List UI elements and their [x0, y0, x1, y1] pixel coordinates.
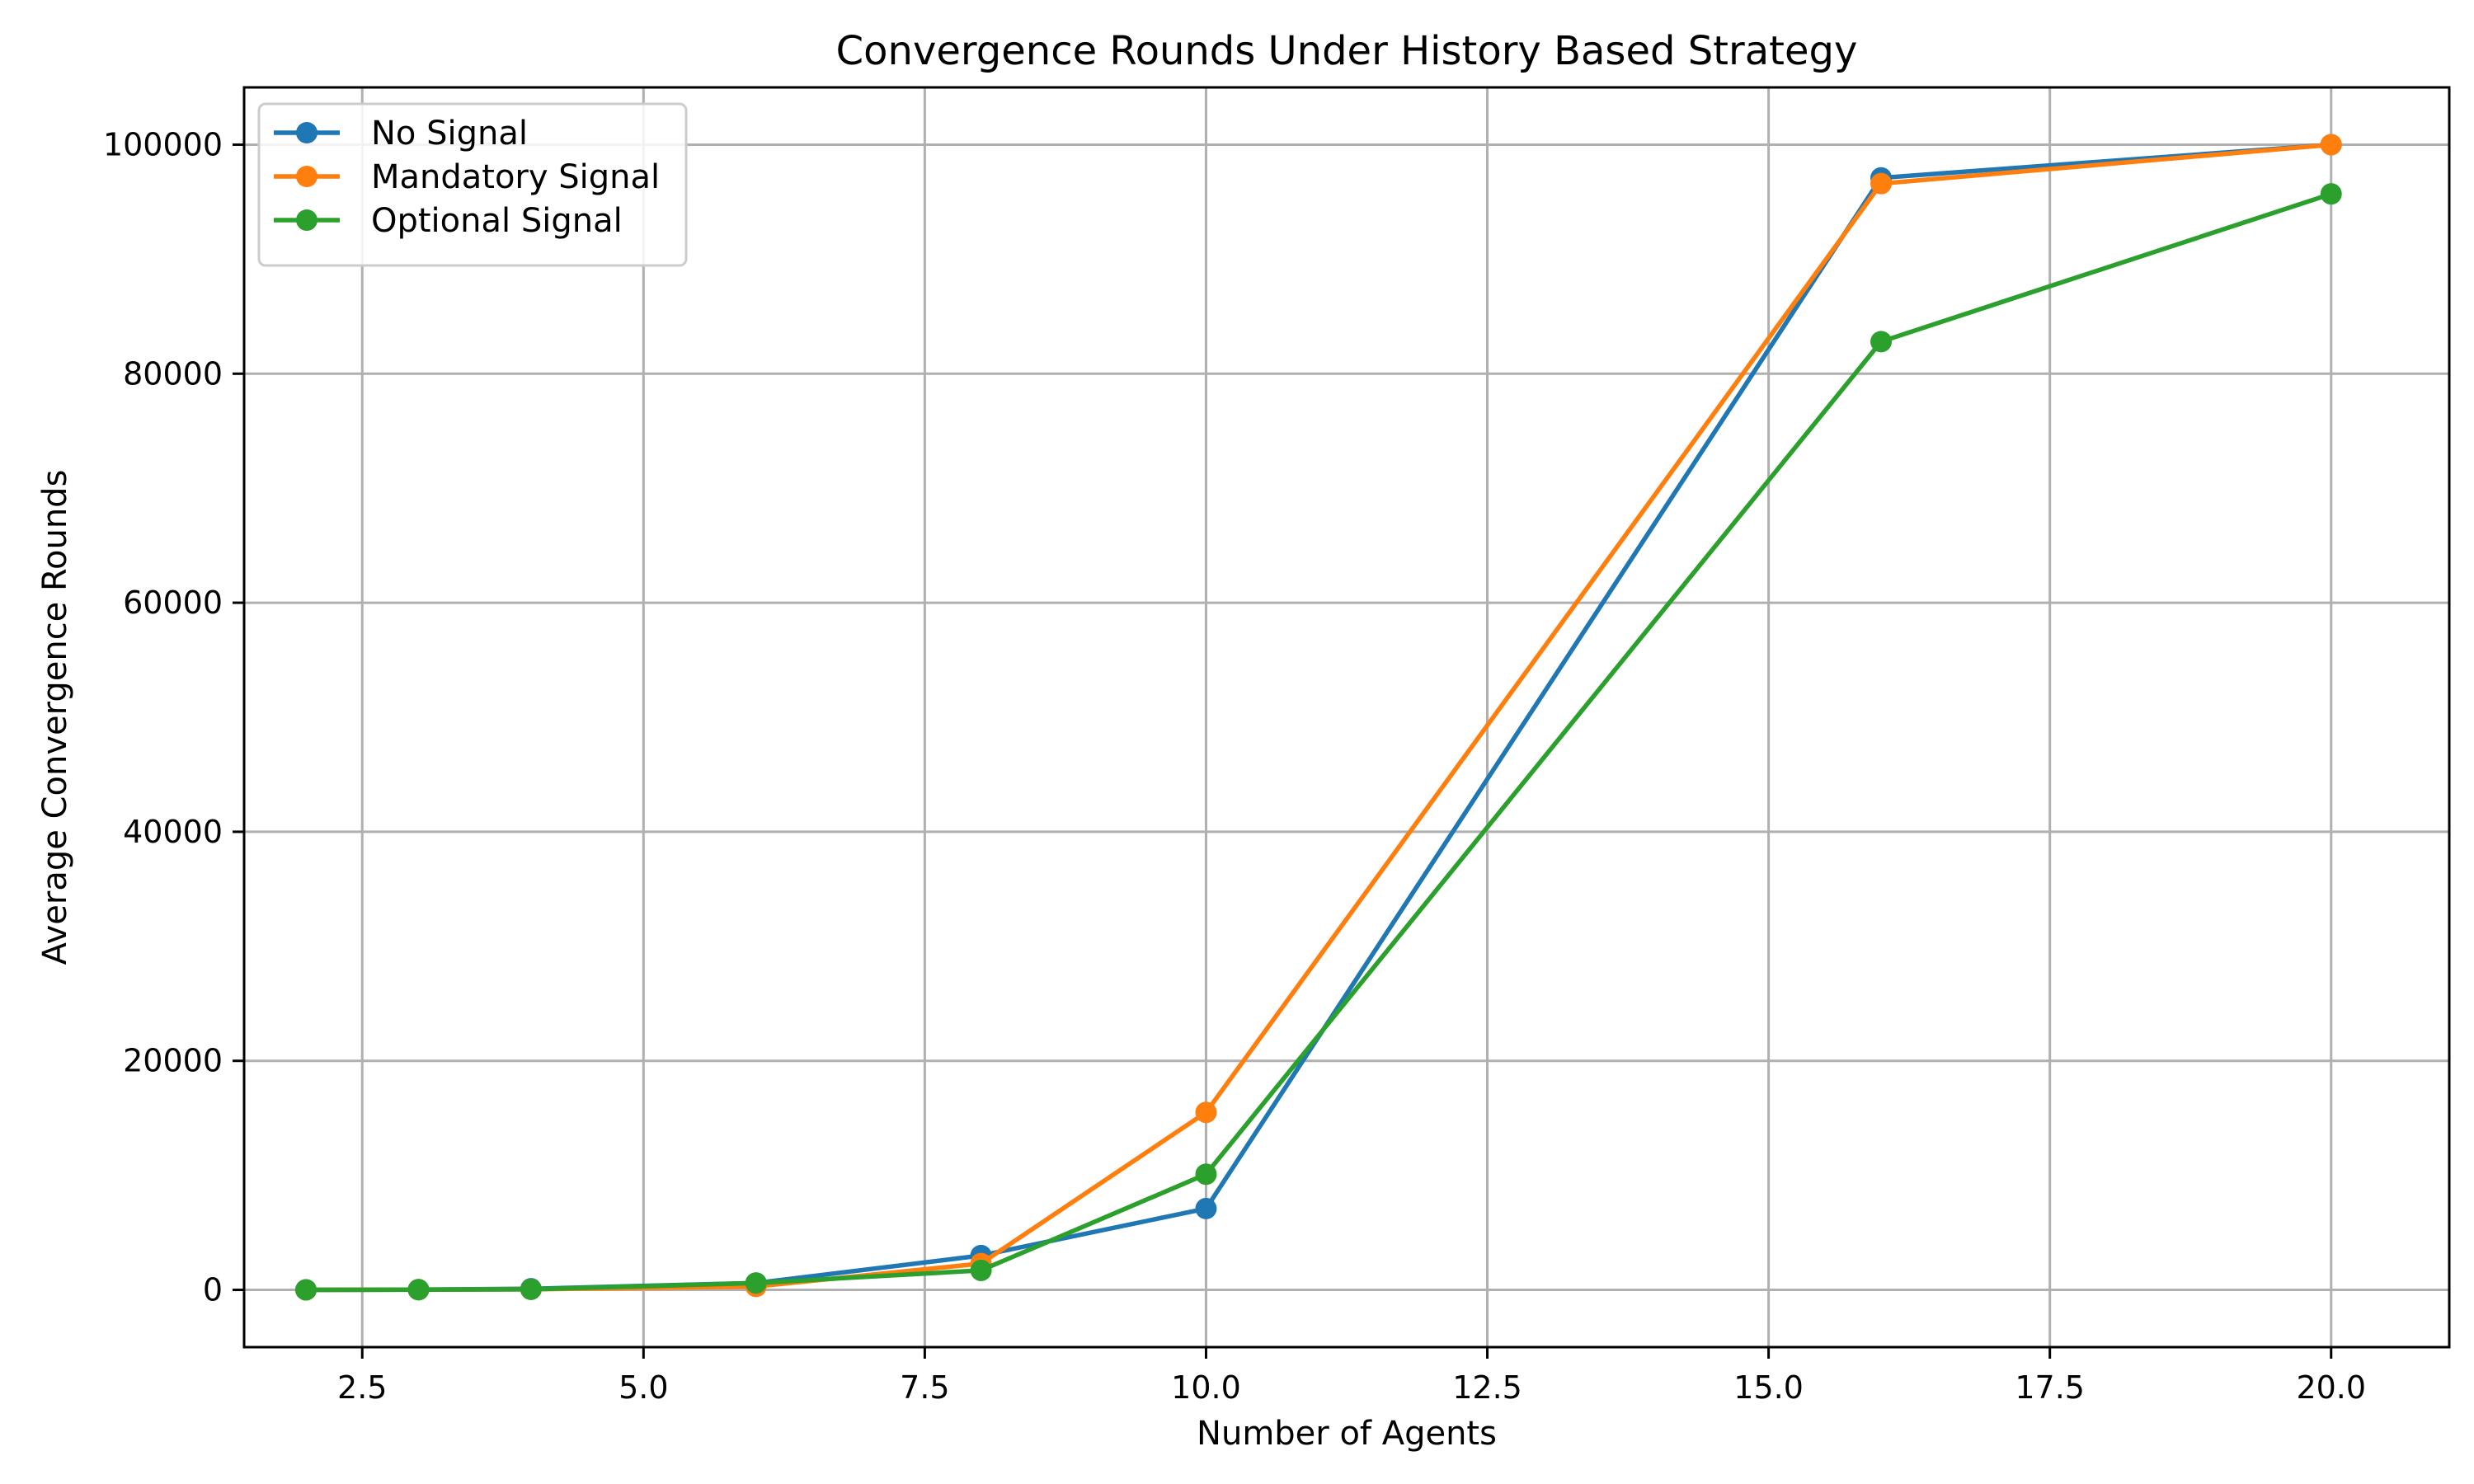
series-group: [295, 183, 2342, 1301]
y-tick-label: 40000: [123, 814, 223, 850]
x-axis-label: Number of Agents: [1197, 1415, 1497, 1453]
x-tick-label: 17.5: [2015, 1369, 2085, 1406]
legend-label: Mandatory Signal: [371, 158, 660, 196]
x-tick-label: 7.5: [900, 1369, 949, 1406]
legend-swatch-marker: [296, 166, 317, 187]
data-point: [1870, 331, 1893, 353]
x-tick-label: 15.0: [1733, 1369, 1804, 1406]
y-tick-label: 60000: [123, 585, 223, 621]
data-point: [1195, 1101, 1217, 1124]
data-point: [2320, 134, 2342, 156]
legend-label: No Signal: [371, 115, 528, 153]
y-tick-label: 20000: [123, 1043, 223, 1079]
data-point: [1195, 1163, 1217, 1186]
y-tick-label: 80000: [123, 355, 223, 392]
x-tick-label: 5.0: [618, 1369, 668, 1406]
axes-frame: [242, 86, 2451, 1349]
x-tick-label: 2.5: [337, 1369, 387, 1406]
y-tick-label: 0: [203, 1272, 223, 1308]
data-point: [745, 1272, 767, 1294]
x-tick-label: 10.0: [1171, 1369, 1241, 1406]
y-axis-label: Average Convergence Rounds: [36, 470, 74, 965]
series-layer: [295, 134, 2342, 1301]
data-point: [295, 1279, 317, 1301]
x-tick-label: 20.0: [2296, 1369, 2366, 1406]
legend-item: Mandatory Signal: [274, 158, 660, 196]
data-point: [2320, 183, 2342, 205]
data-point: [1195, 1197, 1217, 1219]
y-tick-label: 100000: [103, 126, 223, 162]
data-point: [970, 1259, 992, 1281]
legend-swatch-marker: [296, 209, 317, 231]
chart-title: Convergence Rounds Under History Based S…: [836, 28, 1858, 74]
legend-item: Optional Signal: [274, 202, 623, 240]
ticks: 2.5 5.0 7.5 10.0 12.5 15.0 17.5 20.0 0 20000 40000…: [103, 126, 2366, 1406]
legend-item: No Signal: [274, 115, 528, 153]
legend-swatch-marker: [296, 122, 317, 143]
data-point: [407, 1279, 430, 1301]
legend-label: Optional Signal: [371, 202, 623, 240]
legend-box: [257, 102, 688, 267]
data-point: [1870, 172, 1893, 195]
legend: No Signal Mandatory Signal Optional Signal: [257, 102, 688, 267]
x-tick-label: 12.5: [1452, 1369, 1522, 1406]
series-line: [305, 191, 2332, 1293]
data-point: [520, 1278, 542, 1300]
